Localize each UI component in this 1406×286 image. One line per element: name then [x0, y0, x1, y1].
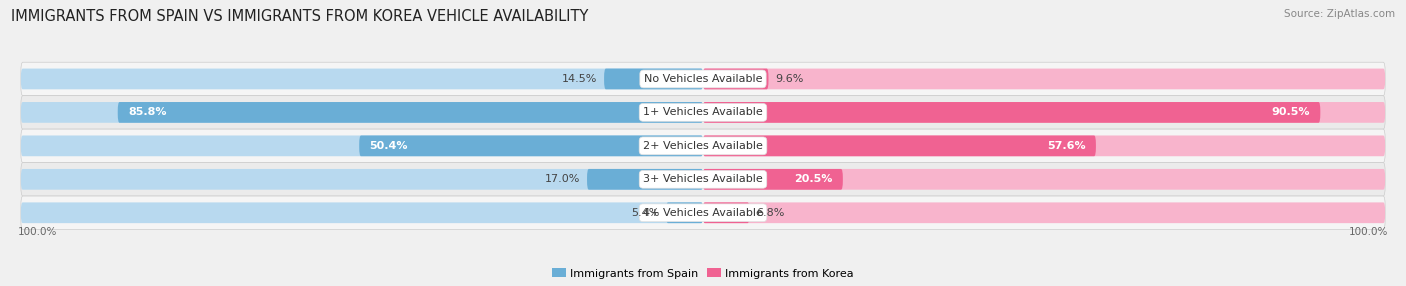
FancyBboxPatch shape	[21, 129, 1385, 162]
Text: 100.0%: 100.0%	[1350, 227, 1389, 237]
Text: 4+ Vehicles Available: 4+ Vehicles Available	[643, 208, 763, 218]
Text: 20.5%: 20.5%	[794, 174, 832, 184]
FancyBboxPatch shape	[21, 196, 1385, 229]
FancyBboxPatch shape	[118, 102, 703, 123]
Legend: Immigrants from Spain, Immigrants from Korea: Immigrants from Spain, Immigrants from K…	[553, 268, 853, 279]
Text: 17.0%: 17.0%	[546, 174, 581, 184]
FancyBboxPatch shape	[21, 136, 703, 156]
Text: 14.5%: 14.5%	[562, 74, 598, 84]
FancyBboxPatch shape	[703, 169, 842, 190]
Text: 2+ Vehicles Available: 2+ Vehicles Available	[643, 141, 763, 151]
FancyBboxPatch shape	[703, 169, 1385, 190]
FancyBboxPatch shape	[21, 162, 1385, 196]
FancyBboxPatch shape	[666, 202, 703, 223]
Text: 100.0%: 100.0%	[17, 227, 56, 237]
Text: IMMIGRANTS FROM SPAIN VS IMMIGRANTS FROM KOREA VEHICLE AVAILABILITY: IMMIGRANTS FROM SPAIN VS IMMIGRANTS FROM…	[11, 9, 589, 23]
Text: 5.4%: 5.4%	[631, 208, 659, 218]
FancyBboxPatch shape	[21, 62, 1385, 96]
FancyBboxPatch shape	[359, 136, 703, 156]
FancyBboxPatch shape	[703, 202, 749, 223]
FancyBboxPatch shape	[703, 69, 769, 89]
FancyBboxPatch shape	[21, 102, 703, 123]
FancyBboxPatch shape	[703, 102, 1385, 123]
FancyBboxPatch shape	[703, 69, 1385, 89]
FancyBboxPatch shape	[703, 136, 1385, 156]
Text: 9.6%: 9.6%	[775, 74, 804, 84]
FancyBboxPatch shape	[605, 69, 703, 89]
Text: 90.5%: 90.5%	[1271, 108, 1310, 118]
FancyBboxPatch shape	[21, 69, 703, 89]
Text: 50.4%: 50.4%	[370, 141, 408, 151]
Text: 85.8%: 85.8%	[128, 108, 166, 118]
FancyBboxPatch shape	[703, 136, 1095, 156]
Text: 1+ Vehicles Available: 1+ Vehicles Available	[643, 108, 763, 118]
FancyBboxPatch shape	[21, 96, 1385, 129]
Text: Source: ZipAtlas.com: Source: ZipAtlas.com	[1284, 9, 1395, 19]
FancyBboxPatch shape	[21, 169, 703, 190]
Text: No Vehicles Available: No Vehicles Available	[644, 74, 762, 84]
Text: 57.6%: 57.6%	[1047, 141, 1085, 151]
Text: 6.8%: 6.8%	[756, 208, 785, 218]
FancyBboxPatch shape	[21, 202, 703, 223]
FancyBboxPatch shape	[703, 202, 1385, 223]
Text: 3+ Vehicles Available: 3+ Vehicles Available	[643, 174, 763, 184]
FancyBboxPatch shape	[703, 102, 1320, 123]
FancyBboxPatch shape	[588, 169, 703, 190]
